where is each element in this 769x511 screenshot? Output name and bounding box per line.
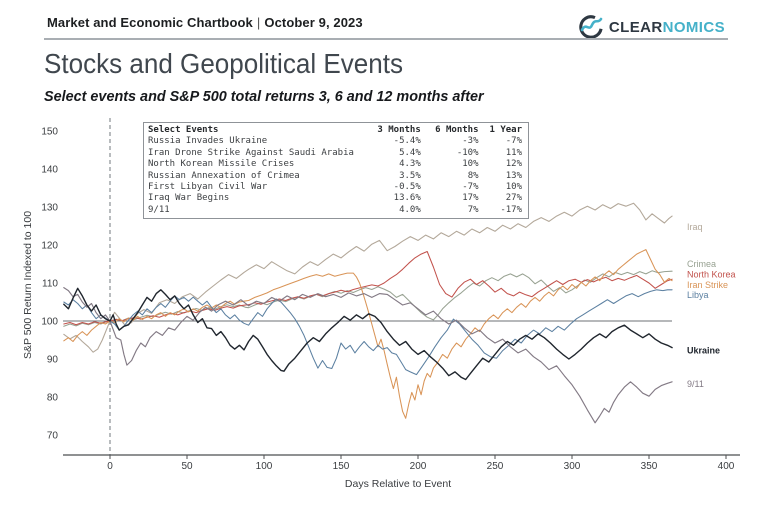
y-tick-label: 150 <box>41 127 58 138</box>
x-axis-title: Days Relative to Event <box>345 478 451 490</box>
table-header-cell: 6 Months <box>435 125 479 135</box>
series-label-9-11: 9/11 <box>687 379 704 389</box>
y-tick-label: 110 <box>42 279 58 290</box>
table-cell: -3% <box>462 136 479 147</box>
table-row: First Libyan Civil War -0.5% -7% 10% <box>144 182 529 193</box>
y-tick-label: 80 <box>47 393 59 404</box>
table-row: North Korean Missile Crises 4.3% 10% 12% <box>144 159 529 170</box>
x-tick-label: 0 <box>107 461 113 472</box>
series-label-libya: Libya <box>687 290 709 300</box>
x-tick-label: 250 <box>487 461 504 472</box>
table-cell: 4.3% <box>399 159 421 170</box>
y-axis-title: S&P 500 Return Indexed to 100 <box>22 211 34 359</box>
wave-circle-icon <box>579 15 603 39</box>
table-cell: 10% <box>462 159 479 170</box>
series-label-ukraine: Ukraine <box>687 346 720 356</box>
table-cell: Iran Drone Strike Against Saudi Arabia <box>148 147 354 158</box>
x-tick-label: 50 <box>181 461 193 472</box>
series-line-north-korea <box>63 250 673 326</box>
table-cell: -7% <box>462 182 479 193</box>
series-label-iran-strike: Iran Strike <box>687 280 728 290</box>
table-row: Russian Annexation of Crimea 3.5% 8% 13% <box>144 171 529 182</box>
series-label-north-korea: North Korea <box>687 270 736 280</box>
logo-clear: CLEAR <box>608 18 663 36</box>
chartbook-date: October 9, 2023 <box>264 15 363 30</box>
page-subtitle: Select events and S&P 500 total returns … <box>44 88 484 105</box>
x-tick-label: 300 <box>564 461 581 472</box>
table-cell: North Korean Missile Crises <box>148 159 295 170</box>
table-cell: 8% <box>467 170 479 181</box>
series-line-9-11 <box>63 287 673 424</box>
table-cell: -0.5% <box>393 182 421 193</box>
table-cell: -10% <box>456 147 479 158</box>
y-tick-label: 70 <box>47 431 59 442</box>
series-label-crimea: Crimea <box>687 259 716 269</box>
table-cell: 11% <box>505 147 522 158</box>
series-line-libya <box>63 289 673 376</box>
table-cell: 3.5% <box>399 170 421 181</box>
logo-text: CLEARNOMICS <box>609 19 725 36</box>
x-tick-label: 200 <box>410 461 427 472</box>
table-cell: First Libyan Civil War <box>148 182 268 193</box>
series-line-crimea <box>63 270 673 327</box>
table-row: 9/11 4.0% 7% -17% <box>144 205 529 219</box>
chartbook-name: Market and Economic Chartbook <box>47 15 253 30</box>
y-tick-label: 140 <box>41 165 58 176</box>
table-cell: -5.4% <box>393 136 421 147</box>
series-line-iran-strike <box>63 249 673 419</box>
table-header-cell: 1 Year <box>489 125 522 135</box>
series-line-ukraine <box>63 287 673 381</box>
table-row: Russia Invades Ukraine -5.4% -3% -7% <box>144 136 529 147</box>
table-cell: -17% <box>500 204 522 215</box>
table-cell: 4.0% <box>399 204 421 215</box>
table-header-cell: Select Events <box>148 125 219 135</box>
table-cell: Russia Invades Ukraine <box>148 136 268 147</box>
header-separator: | <box>256 15 261 30</box>
table-cell: 9/11 <box>148 204 170 215</box>
x-tick-label: 400 <box>718 461 735 472</box>
table-cell: Russian Annexation of Crimea <box>148 170 300 181</box>
page-title: Stocks and Geopolitical Events <box>44 48 403 79</box>
logo-nomics: NOMICS <box>662 18 725 36</box>
table-cell: 12% <box>505 159 522 170</box>
x-tick-label: 100 <box>256 461 273 472</box>
table-row: Iran Drone Strike Against Saudi Arabia 5.… <box>144 148 529 159</box>
table-header-cell: 3 Months <box>377 125 421 135</box>
clearnomics-logo: CLEARNOMICS <box>578 14 725 40</box>
y-tick-label: 120 <box>41 241 58 252</box>
table-row: Iraq War Begins 13.6% 17% 27% <box>144 193 529 204</box>
table-cell: Iraq War Begins <box>148 193 230 204</box>
table-cell: 13% <box>505 170 522 181</box>
table-cell: 7% <box>467 204 479 215</box>
table-cell: 17% <box>462 193 479 204</box>
series-label-iraq: Iraq <box>687 222 703 232</box>
table-header-row: Select Events 3 Months 6 Months 1 Year <box>144 123 529 137</box>
y-tick-label: 130 <box>41 203 58 214</box>
series-line-iraq <box>63 202 673 353</box>
table-cell: -7% <box>505 136 522 147</box>
table-cell: 13.6% <box>393 193 421 204</box>
x-tick-label: 150 <box>333 461 350 472</box>
header-divider <box>44 38 728 40</box>
y-tick-label: 90 <box>47 355 59 366</box>
events-table: Select Events 3 Months 6 Months 1 Year Russi… <box>143 122 529 220</box>
x-tick-label: 350 <box>641 461 658 472</box>
table-cell: 5.4% <box>399 147 421 158</box>
y-tick-label: 100 <box>41 317 58 328</box>
table-cell: 27% <box>505 193 522 204</box>
chartbook-header: Market and Economic Chartbook | October 9,… <box>47 15 363 30</box>
table-cell: 10% <box>505 182 522 193</box>
